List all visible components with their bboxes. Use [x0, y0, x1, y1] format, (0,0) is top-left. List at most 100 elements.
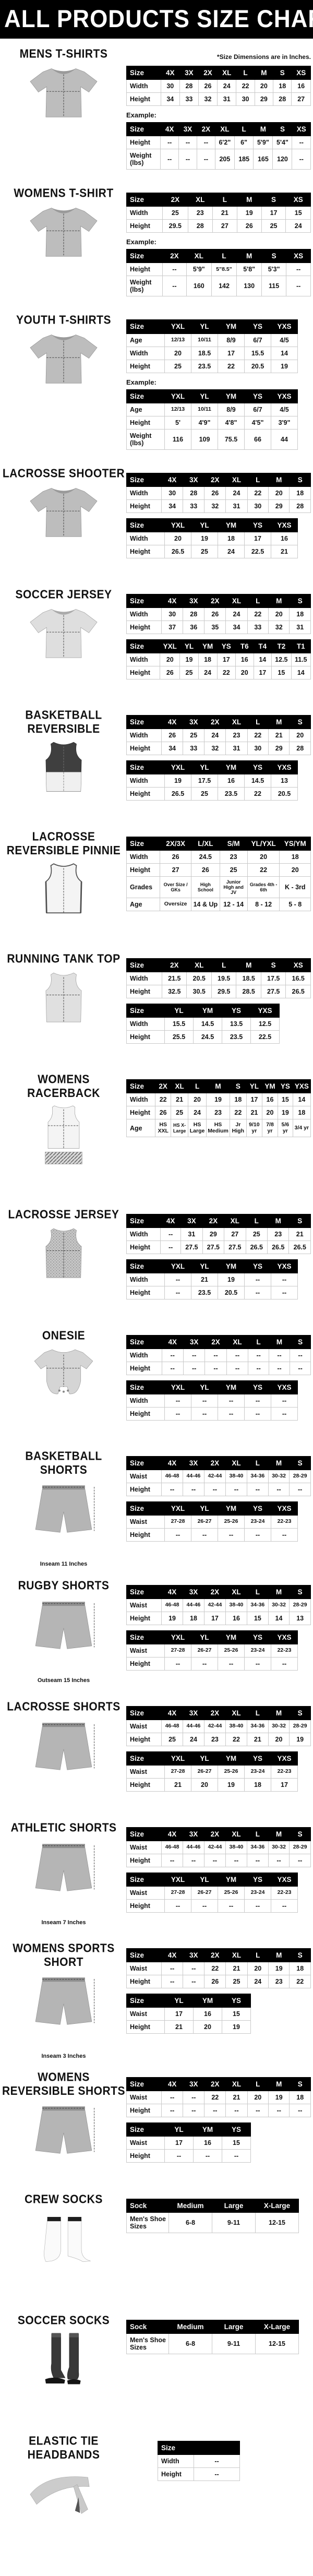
- size-cell: 11.5: [291, 652, 311, 666]
- table-row: Age 12/13 10/11 8/9 6/7 4/5: [126, 402, 298, 416]
- size-cell: 26: [204, 486, 226, 500]
- section-title: BASKETBALL REVERSIBLE: [25, 708, 102, 735]
- size-cell: --: [218, 1656, 245, 1671]
- size-cell: 25: [191, 786, 218, 801]
- lacrosse-shooter-left-column: LACROSSE SHOOTER: [1, 467, 126, 576]
- size-col-header: YL: [191, 1630, 218, 1644]
- lacrosse-jersey-left-column: LACROSSE JERSEY: [1, 1208, 126, 1317]
- row-label: Height: [126, 415, 165, 430]
- table-row: Width 30 28 26 24 22 20 18: [126, 486, 311, 500]
- size-cell: Junior High and JV: [219, 876, 248, 899]
- size-cell: 22.5: [244, 544, 271, 558]
- size-cell: 38-40: [225, 1469, 248, 1483]
- size-col-header: S: [289, 2077, 311, 2091]
- table-row: Height 21 20 19 18 17: [126, 1778, 298, 1792]
- size-cell: Jr High: [229, 1118, 247, 1138]
- row-label: Height: [126, 1656, 165, 1671]
- table-row: Height 26 25 24 23 22 21 20 19 18: [126, 1105, 311, 1119]
- table-header-row: Size 2X XL L M S XS: [126, 249, 311, 264]
- size-cell: 24.5: [193, 1030, 222, 1044]
- size-col-header: XS: [291, 65, 311, 80]
- section-lacrosse-reversible-pinnie: LACROSSE REVERSIBLE PINNIE Size 2X/3X L/XL S…: [1, 830, 312, 940]
- size-col-header: XL: [225, 2077, 248, 2091]
- header-label: Size: [126, 389, 165, 403]
- size-col-header: 4X: [160, 1213, 182, 1228]
- mens-tshirts-tables: *Size Dimensions are in Inches. Size 4X 3X 2…: [126, 47, 312, 175]
- size-cell: 20: [247, 1961, 269, 1975]
- row-label: Age: [126, 898, 160, 911]
- size-cell: --: [244, 1406, 271, 1421]
- size-col-header: 4X: [161, 1584, 183, 1599]
- size-cell: 23.5: [191, 359, 218, 373]
- header-label: Size: [126, 1993, 165, 2008]
- table-row: Age HS XXL HS X-Large HS Large HS Medium Jr H…: [126, 1118, 311, 1138]
- size-table: Size 4X 3X 2X XL L M S XS Width 30 28 26 24 22 20 18 16 He…: [126, 65, 311, 106]
- size-col-header: L: [247, 472, 269, 487]
- size-col-header: S: [290, 1334, 311, 1349]
- size-table: Size 4X 3X 2X XL L M S Waist -- -- 22 21 20 19 18 Height…: [126, 2077, 311, 2117]
- size-cell: 30: [161, 607, 184, 621]
- size-cell: 25: [162, 206, 188, 220]
- elastic-tie-headbands-tables: Size Width -- Height --: [126, 2435, 312, 2545]
- table-header-row: Size YXL YL YM YS YXS: [126, 1751, 298, 1766]
- table-row: Height 25 24 23 22 21 20 19: [126, 1732, 311, 1746]
- basketball-shorts-left-column: BASKETBALL SHORTS Inseam 11 Inches: [1, 1449, 126, 1567]
- size-col-header: X-Large: [255, 2198, 299, 2213]
- size-cell: 116: [164, 428, 191, 450]
- row-label: Width: [126, 728, 162, 742]
- section-title: BASKETBALL SHORTS: [25, 1449, 102, 1476]
- size-col-header: YL: [191, 1872, 218, 1887]
- size-cell: 22: [155, 1092, 172, 1106]
- table-row: Height -- -- 26 25 24 23 22: [126, 1974, 311, 1988]
- row-label: Height: [126, 1406, 165, 1421]
- size-col-header: M: [268, 1456, 290, 1470]
- size-cell: 21: [225, 2090, 248, 2104]
- table-row: Height -- 23.5 20.5 -- --: [126, 1285, 298, 1299]
- size-col-header: S: [260, 958, 286, 972]
- size-cell: --: [161, 2090, 184, 2104]
- size-table: Size Width -- Height --: [158, 2440, 240, 2481]
- size-col-header: S: [273, 65, 292, 80]
- row-label: Height: [126, 219, 163, 233]
- size-cell: 5'3": [261, 263, 287, 277]
- size-cell: --: [191, 1899, 218, 1913]
- size-cell: 26-27: [191, 1643, 218, 1657]
- size-cell: --: [271, 1272, 298, 1286]
- section-title: ATHLETIC SHORTS: [10, 1821, 117, 1834]
- size-cell: --: [161, 1853, 183, 1867]
- size-cell: 27-28: [164, 1643, 191, 1657]
- size-col-header: YS: [244, 760, 271, 774]
- size-col-header: YL: [164, 1003, 194, 1018]
- size-cell: 30: [160, 79, 180, 93]
- size-cell: 33: [179, 92, 199, 106]
- size-cell: 10/11: [191, 333, 218, 347]
- size-col-header: 2X: [196, 122, 215, 137]
- size-cell: 8/9: [218, 333, 245, 347]
- row-label: Height: [126, 263, 163, 277]
- soccer-jersey-photo: [6, 604, 121, 685]
- size-col-header: YXS: [271, 319, 298, 334]
- size-cell: 30-32: [268, 1719, 290, 1733]
- size-cell: 22: [247, 863, 280, 877]
- size-col-header: L: [187, 1079, 207, 1093]
- size-cell: 19: [206, 1092, 230, 1106]
- size-cell: 16: [291, 79, 311, 93]
- womens-reversible-shorts-photo: [6, 2100, 121, 2181]
- size-cell: 10/11: [191, 402, 218, 416]
- size-cell: 14: [292, 1092, 311, 1106]
- row-label: Height: [126, 499, 162, 513]
- table-row: Height -- -- -- 6'2" 6" 5'9" 5'4" --: [126, 136, 311, 150]
- size-col-header: XL: [187, 193, 213, 207]
- size-cell: 23: [219, 850, 248, 864]
- table-row: Age 12/13 10/11 8/9 6/7 4/5: [126, 333, 298, 347]
- lacrosse-reversible-pinnie-left-column: LACROSSE REVERSIBLE PINNIE: [1, 830, 126, 940]
- size-cell: 21: [212, 206, 237, 220]
- size-cell: 38-40: [225, 1598, 248, 1612]
- row-label: Height: [126, 1030, 165, 1044]
- size-cell: 22: [204, 1961, 226, 1975]
- size-cell: 17: [164, 2136, 194, 2150]
- header-label: Sock: [126, 2198, 169, 2213]
- size-cell: 31: [289, 620, 311, 634]
- size-cell: 109: [191, 428, 218, 450]
- size-cell: 17: [246, 1092, 262, 1106]
